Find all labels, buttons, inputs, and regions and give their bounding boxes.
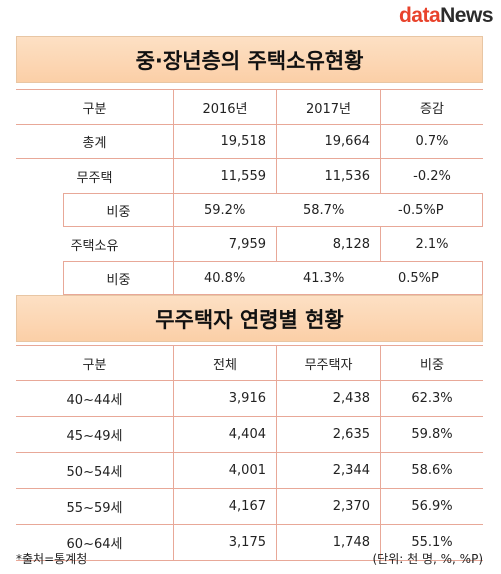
value-total: 4,167	[173, 489, 276, 524]
row-label: 주택소유	[70, 238, 119, 254]
table-row: 주택소유 7,959 8,128 2.1%	[16, 227, 483, 261]
table-row-sub: 비중 40.8% 41.3% 0.5%P	[16, 261, 483, 295]
table1-header-2016: 2016년	[173, 90, 276, 124]
value-2017: 8,128	[276, 227, 380, 261]
value-homeless: 2,344	[276, 453, 380, 488]
table1: 구분 2016년 2017년 증감 총계 19,518 19,664 0.7% …	[16, 89, 483, 295]
value-ratio: 59.8%	[380, 417, 483, 452]
row-label: 50~54세	[66, 465, 123, 480]
value-2017: 41.3%	[276, 261, 380, 295]
value-homeless: 1,748	[276, 525, 380, 560]
table-row: 55~59세 4,167 2,370 56.9%	[16, 489, 483, 525]
table1-header-category: 구분	[82, 101, 107, 117]
row-label: 무주택	[76, 170, 113, 186]
value-homeless: 2,438	[276, 381, 380, 416]
value-2017: 11,536	[276, 159, 380, 193]
table2-header-ratio: 비중	[380, 346, 483, 380]
table-row: 40~44세 3,916 2,438 62.3%	[16, 381, 483, 417]
value-2016: 40.8%	[173, 261, 276, 295]
table1-title: 중·장년층의 주택소유현황	[16, 36, 483, 83]
value-2016: 19,518	[173, 125, 276, 158]
table-row: 60~64세 3,175 1,748 55.1%	[16, 525, 483, 561]
value-change: -0.2%	[380, 159, 483, 193]
table2: 구분 전체 무주택자 비중 40~44세 3,916 2,438 62.3% 4…	[16, 345, 483, 561]
value-total: 3,916	[173, 381, 276, 416]
table-row-sub: 비중 59.2% 58.7% -0.5%P	[16, 193, 483, 227]
source-note: *출처=통계청	[16, 552, 88, 566]
table2-header-category: 구분	[82, 357, 107, 373]
table2-title: 무주택자 연령별 현황	[16, 295, 483, 342]
table1-header-2017: 2017년	[276, 90, 380, 124]
row-label: 40~44세	[66, 393, 123, 408]
value-2017: 58.7%	[276, 193, 380, 227]
value-homeless: 2,635	[276, 417, 380, 452]
table-row: 무주택 11,559 11,536 -0.2%	[16, 159, 483, 193]
table1-header-change: 증감	[380, 90, 483, 124]
logo-part-data: data	[398, 4, 441, 27]
value-change: -0.5%P	[380, 193, 483, 227]
row-label: 45~49세	[66, 429, 123, 444]
value-ratio: 62.3%	[380, 381, 483, 416]
value-change: 2.1%	[380, 227, 483, 261]
value-ratio: 58.6%	[380, 453, 483, 488]
logo-part-news: News	[440, 4, 493, 27]
value-2017: 19,664	[276, 125, 380, 158]
table2-header-row: 구분 전체 무주택자 비중	[16, 346, 483, 381]
table2-header-total: 전체	[173, 346, 276, 380]
table-row: 50~54세 4,001 2,344 58.6%	[16, 453, 483, 489]
value-ratio: 55.1%	[380, 525, 483, 560]
value-2016: 59.2%	[173, 193, 276, 227]
value-change: 0.5%P	[380, 261, 483, 295]
value-2016: 11,559	[173, 159, 276, 193]
value-homeless: 2,370	[276, 489, 380, 524]
row-label: 55~59세	[66, 501, 123, 516]
value-ratio: 56.9%	[380, 489, 483, 524]
value-change: 0.7%	[380, 125, 483, 158]
table-row: 45~49세 4,404 2,635 59.8%	[16, 417, 483, 453]
value-total: 4,001	[173, 453, 276, 488]
row-label: 비중	[63, 193, 173, 227]
row-label: 총계	[82, 136, 107, 151]
row-label: 60~64세	[66, 537, 123, 552]
value-total: 4,404	[173, 417, 276, 452]
footer: *출처=통계청 (단위: 천 명, %, %P)	[16, 550, 483, 567]
row-label: 비중	[63, 261, 173, 295]
table-row: 총계 19,518 19,664 0.7%	[16, 125, 483, 159]
table2-header-homeless: 무주택자	[276, 346, 380, 380]
unit-note: (단위: 천 명, %, %P)	[372, 552, 484, 566]
value-total: 3,175	[173, 525, 276, 560]
value-2016: 7,959	[173, 227, 276, 261]
table1-header-row: 구분 2016년 2017년 증감	[16, 90, 483, 125]
datanews-logo: dataNews	[398, 4, 494, 30]
